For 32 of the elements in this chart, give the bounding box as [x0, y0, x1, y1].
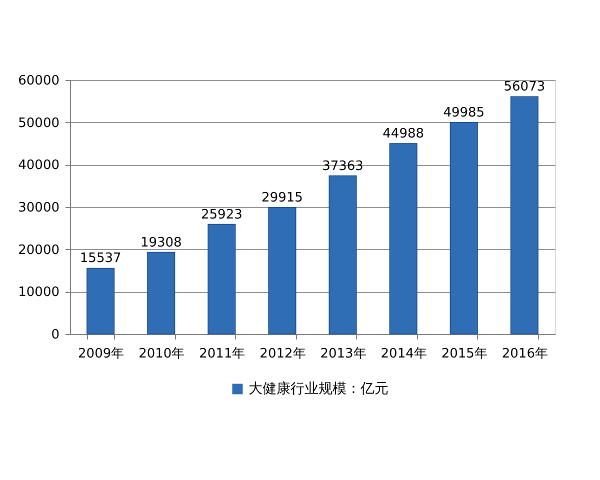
bar	[268, 206, 296, 334]
x-tick-label: 2012年	[260, 346, 306, 362]
data-label: 37363	[322, 158, 364, 174]
x-tick-label: 2009年	[78, 346, 124, 362]
y-tick-label: 10000	[18, 285, 60, 300]
bar	[208, 224, 236, 334]
x-tick-label: 2014年	[380, 346, 427, 362]
data-label: 29915	[262, 190, 303, 206]
x-tick-label: 2013年	[320, 346, 366, 362]
y-tick-label: 60000	[18, 74, 60, 88]
bar	[86, 268, 115, 334]
y-tick-label: 50000	[18, 116, 60, 131]
x-tick-label: 2011年	[199, 346, 246, 362]
x-tick-label: 2016年	[502, 346, 548, 362]
bar	[510, 96, 538, 334]
bar	[328, 175, 357, 334]
data-label: 44988	[382, 126, 424, 142]
bar	[450, 122, 478, 334]
data-label: 15537	[80, 251, 122, 266]
y-tick-label: 30000	[18, 200, 60, 216]
bar	[147, 252, 176, 334]
y-tick-label: 0	[51, 328, 60, 342]
data-label: 56073	[504, 80, 546, 95]
data-label: 49985	[443, 105, 485, 120]
data-label: 19308	[140, 235, 182, 250]
y-tick-label: 40000	[18, 158, 60, 174]
x-tick-label: 2015年	[441, 346, 488, 362]
y-tick-label: 20000	[18, 242, 60, 258]
x-tick-label: 2010年	[138, 346, 185, 362]
bar	[389, 143, 418, 334]
data-label: 25923	[200, 207, 242, 222]
legend-label: 大健康行业规模：亿元	[248, 381, 388, 397]
